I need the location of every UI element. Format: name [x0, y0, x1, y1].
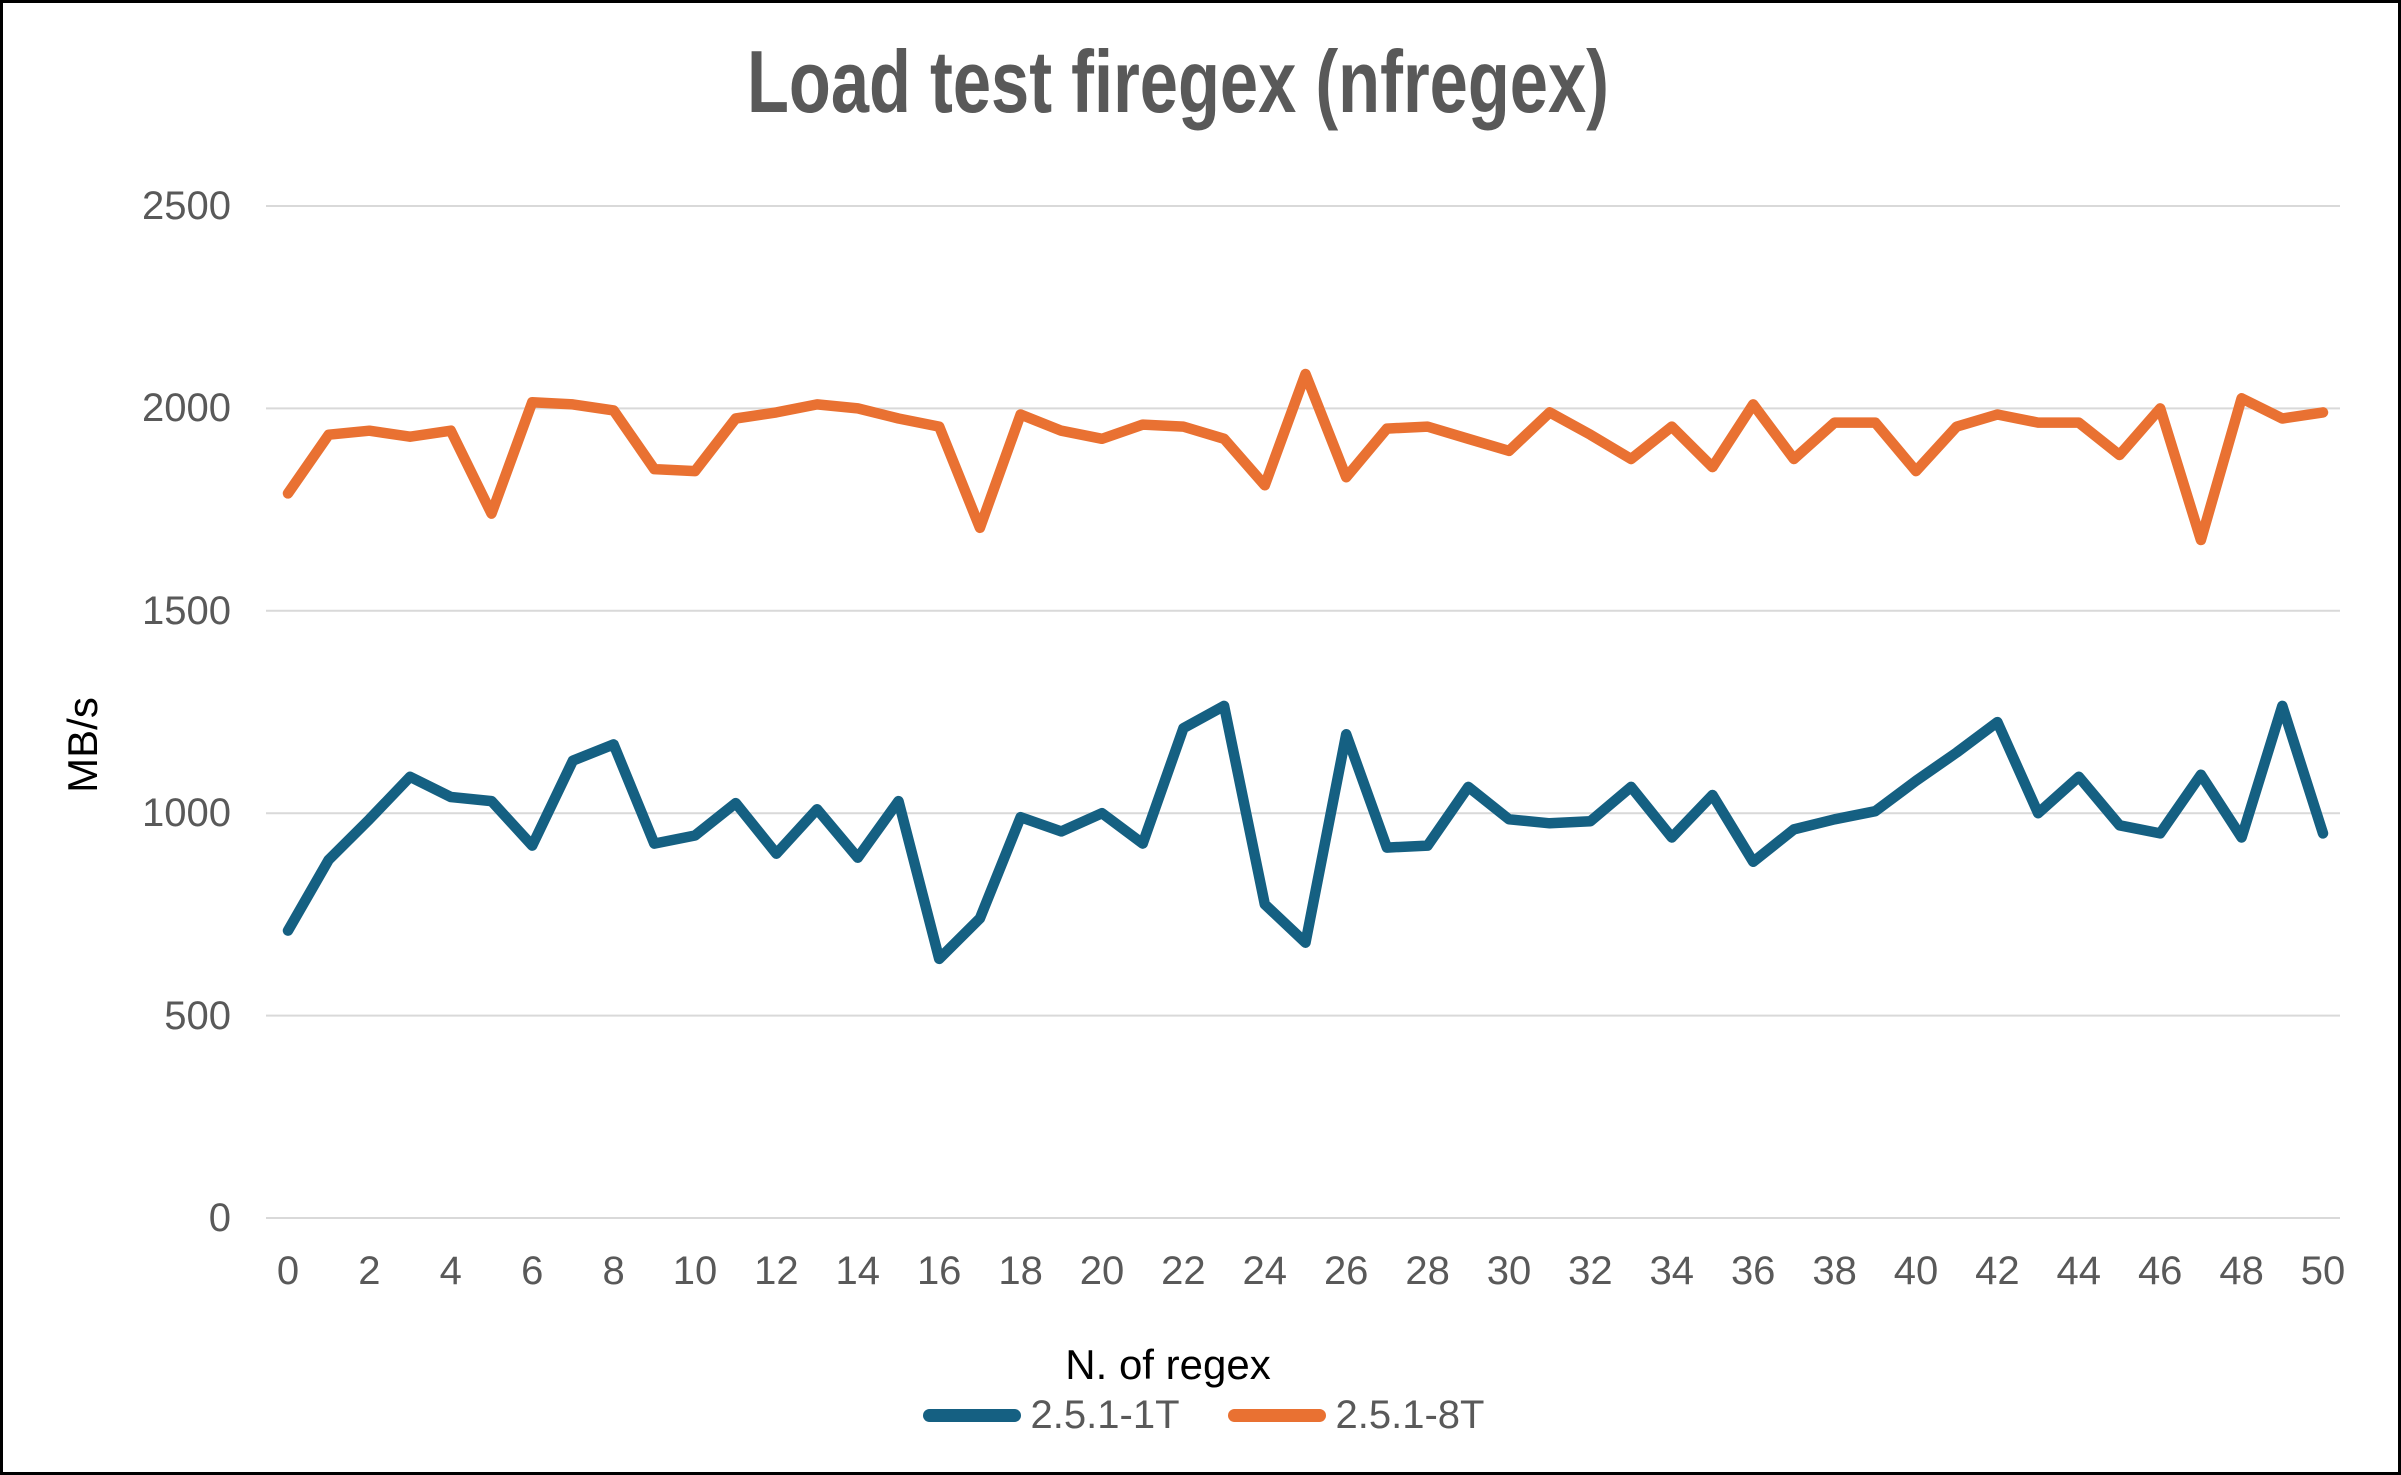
x-tick-label-38: 38 [1812, 1249, 1857, 1293]
x-tick-label-2: 2 [358, 1249, 381, 1293]
x-tick-label-48: 48 [2219, 1249, 2264, 1293]
x-tick-label-34: 34 [1649, 1249, 1695, 1293]
x-tick-label-44: 44 [2056, 1249, 2102, 1293]
x-tick-label-46: 46 [2137, 1249, 2183, 1293]
legend: 2.5.1-1T 2.5.1-8T [3, 1393, 2398, 1437]
y-tick-label-0: 0 [208, 1196, 231, 1240]
chart-title: Load test firegex (nfregex) [747, 32, 1609, 131]
x-tick-label-30: 30 [1486, 1249, 1532, 1293]
series-lines [282, 368, 2329, 965]
x-tick-label-36: 36 [1730, 1249, 1776, 1293]
x-tick-label-42: 42 [1975, 1249, 2020, 1293]
x-tick-label-28: 28 [1405, 1249, 1450, 1293]
x-tick-label-4: 4 [439, 1249, 462, 1293]
x-tick-label-26: 26 [1323, 1249, 1369, 1293]
x-tick-label-6: 6 [521, 1249, 544, 1293]
x-tick-label-18: 18 [998, 1249, 1043, 1293]
x-tick-label-32: 32 [1568, 1249, 1613, 1293]
legend-swatch-icon [1227, 1408, 1326, 1422]
x-axis-title: N. of regex [1065, 1341, 1271, 1388]
x-tick-label-14: 14 [835, 1249, 881, 1293]
legend-label: 2.5.1-1T [1030, 1393, 1180, 1437]
x-tick-label-10: 10 [672, 1249, 718, 1293]
y-tick-label-1500: 1500 [142, 588, 231, 633]
y-tick-label-500: 500 [164, 993, 231, 1038]
plot-area [266, 205, 2340, 1219]
x-tick-label-40: 40 [1893, 1249, 1939, 1293]
y-axis-title: MB/s [59, 697, 106, 793]
y-tick-label-1000: 1000 [142, 791, 231, 836]
x-tick-label-20: 20 [1079, 1249, 1125, 1293]
legend-swatch-icon [922, 1408, 1021, 1422]
series-line-2.5.1-1T [282, 700, 2329, 965]
x-tick-label-0: 0 [276, 1249, 300, 1293]
legend-item-2.5.1-8T: 2.5.1-8T [1227, 1393, 1485, 1437]
x-tick-label-8: 8 [602, 1249, 625, 1293]
series-line-2.5.1-8T [282, 368, 2329, 546]
x-tick-label-16: 16 [916, 1249, 962, 1293]
x-tick-label-22: 22 [1161, 1249, 1206, 1293]
x-tick-label-50: 50 [2300, 1249, 2346, 1293]
y-tick-label-2500: 2500 [142, 184, 231, 228]
x-tick-label-12: 12 [754, 1249, 799, 1293]
legend-label: 2.5.1-8T [1335, 1393, 1485, 1437]
x-tick-label-24: 24 [1242, 1249, 1288, 1293]
y-tick-label-2000: 2000 [142, 386, 231, 431]
legend-item-2.5.1-1T: 2.5.1-1T [922, 1393, 1180, 1437]
gridlines [266, 205, 2340, 1219]
